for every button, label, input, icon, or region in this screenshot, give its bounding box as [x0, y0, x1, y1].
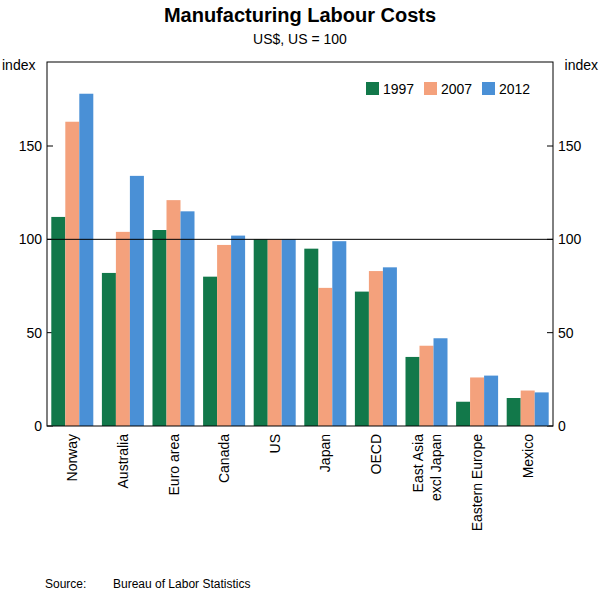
bar: [304, 249, 318, 426]
reference-line: [47, 239, 553, 240]
bar: [369, 271, 383, 426]
tick-label: 0: [558, 418, 566, 434]
tick: [547, 332, 553, 333]
bar: [507, 398, 521, 426]
tick-label: 0: [34, 418, 42, 434]
tick: [547, 146, 553, 147]
chart: Manufacturing Labour Costs US$, US = 100 i…: [0, 0, 600, 593]
y-label: index: [565, 57, 598, 73]
bar: [167, 200, 181, 426]
bar: [355, 292, 369, 426]
category-label: East Asia: [410, 434, 426, 493]
legend-swatch: [366, 82, 379, 95]
category-label: Eastern Europe: [469, 434, 485, 531]
title: Manufacturing Labour Costs: [164, 4, 436, 26]
bar: [318, 288, 332, 426]
bar: [181, 211, 195, 426]
source: Bureau of Labor Statistics: [113, 577, 250, 591]
bar: [231, 236, 245, 426]
bar: [470, 377, 484, 426]
bar: [203, 277, 217, 426]
tick-label: 100: [558, 231, 582, 247]
tick-label: 50: [26, 325, 42, 341]
bar: [116, 232, 130, 426]
legend-swatch: [424, 82, 437, 95]
bar: [535, 392, 549, 426]
legend-label: 1997: [383, 81, 414, 97]
bar: [383, 267, 397, 426]
bar: [456, 402, 470, 426]
tick-label: 50: [558, 325, 574, 341]
bar: [153, 230, 167, 426]
bar: [484, 376, 498, 426]
category-label: OECD: [368, 434, 384, 474]
legend-label: 2007: [441, 81, 472, 97]
category-label: Mexico: [520, 434, 536, 479]
y-label: index: [2, 57, 35, 73]
tick: [47, 146, 53, 147]
plot-frame: [47, 62, 553, 426]
bar: [254, 239, 268, 426]
bar: [521, 391, 535, 426]
category-label: Norway: [64, 434, 80, 481]
category-label: Japan: [317, 434, 333, 472]
tick-label: 150: [19, 138, 43, 154]
category-label: Australia: [115, 434, 131, 489]
tick-label: 150: [558, 138, 582, 154]
category-label: Canada: [216, 434, 232, 483]
bar: [434, 338, 448, 426]
bar: [332, 241, 346, 426]
category-label: Euro area: [166, 434, 182, 496]
legend-swatch: [482, 82, 495, 95]
bar: [79, 94, 93, 426]
bar: [420, 346, 434, 426]
bar: [130, 176, 144, 426]
subtitle: US$, US = 100: [253, 31, 347, 47]
bar: [217, 245, 231, 426]
bar: [102, 273, 116, 426]
category-label: US: [267, 434, 283, 453]
bar: [51, 217, 65, 426]
bar: [282, 239, 296, 426]
bar: [65, 122, 79, 426]
legend-label: 2012: [499, 81, 530, 97]
category-label: excl Japan: [428, 434, 444, 501]
bar: [406, 357, 420, 426]
bars: [51, 94, 548, 426]
source-label: Source:: [45, 577, 86, 591]
legend: 1997 2007 2012: [366, 81, 530, 97]
tick-label: 100: [19, 231, 43, 247]
bar: [268, 239, 282, 426]
